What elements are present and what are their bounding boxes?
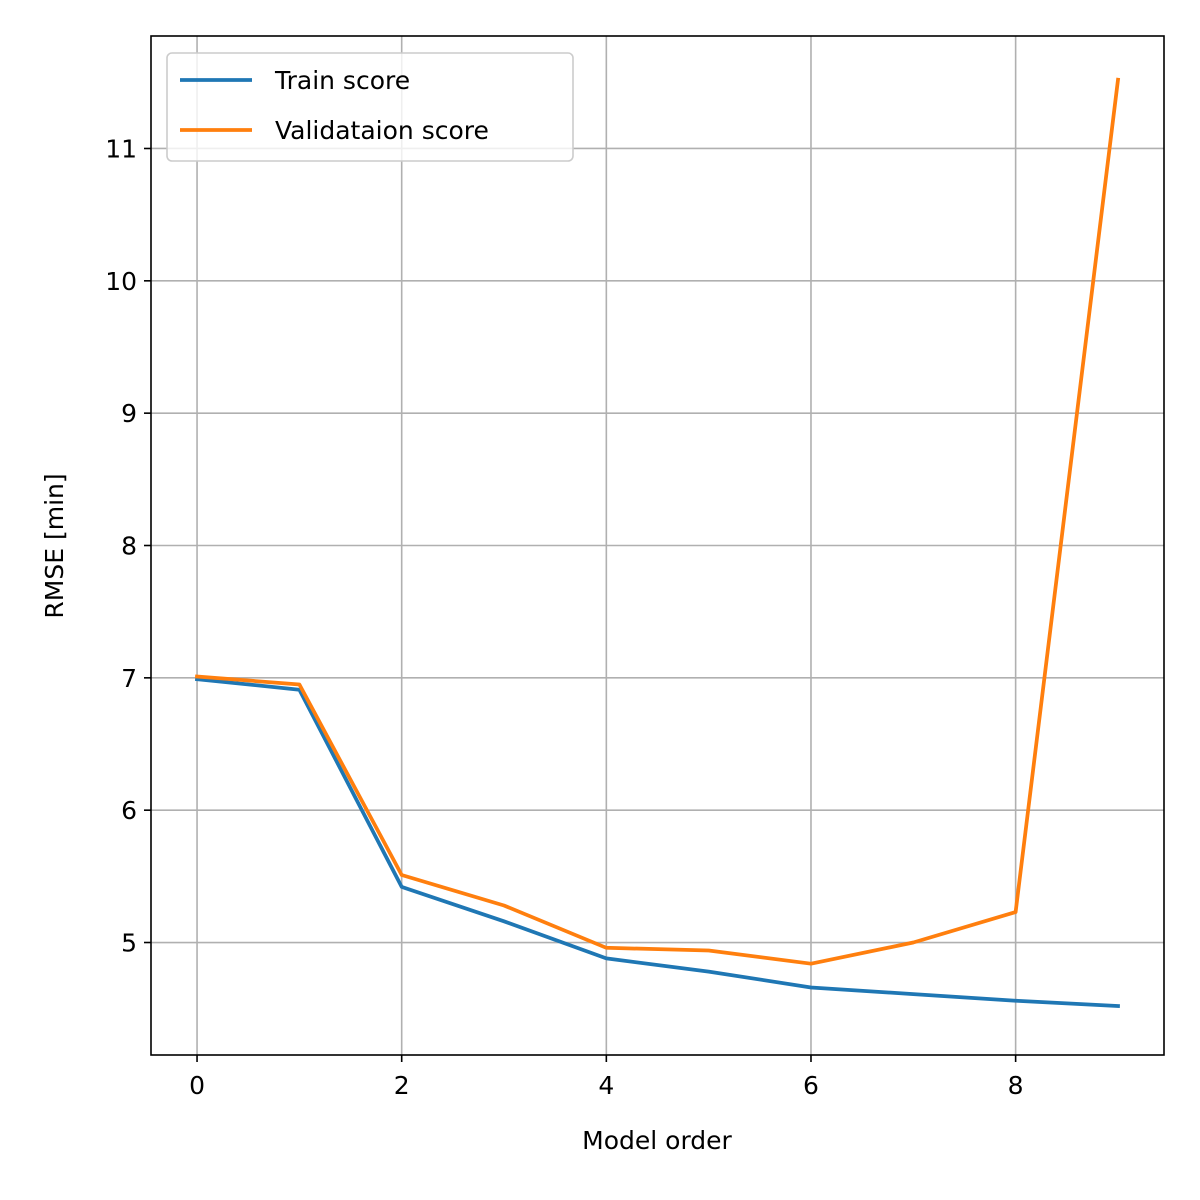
y-axis-label: RMSE [min] — [40, 473, 69, 618]
y-tick-label: 9 — [121, 399, 137, 428]
x-tick-label: 8 — [1008, 1071, 1024, 1100]
x-tick-label: 4 — [598, 1071, 614, 1100]
x-tick-label: 0 — [189, 1071, 205, 1100]
legend-label-validation-score: Validataion score — [275, 116, 489, 145]
y-tick-label: 11 — [105, 134, 137, 163]
y-tick-label: 5 — [121, 929, 137, 958]
series-lines — [194, 77, 1121, 1008]
legend-box — [166, 52, 574, 162]
y-tick-label: 10 — [105, 267, 137, 296]
series-line-train-score — [194, 677, 1120, 1008]
series-line-validataion-score — [194, 77, 1121, 966]
legend: Train score Validataion score — [166, 52, 574, 162]
x-axis-label: Model order — [582, 1126, 732, 1155]
x-tick-label: 2 — [394, 1071, 410, 1100]
axis-ticks: 0 2 4 6 8 5 6 7 8 9 10 11 — [105, 134, 1023, 1100]
y-tick-label: 6 — [121, 796, 137, 825]
y-tick-label: 7 — [121, 664, 137, 693]
y-tick-label: 8 — [121, 532, 137, 561]
legend-label-train-score: Train score — [274, 66, 410, 95]
x-tick-label: 6 — [803, 1071, 819, 1100]
